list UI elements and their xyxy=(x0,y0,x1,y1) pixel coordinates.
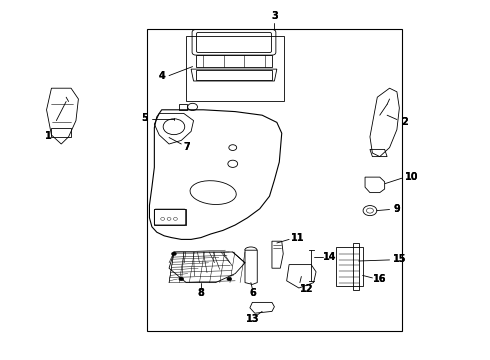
Bar xyxy=(147,29,402,331)
Bar xyxy=(154,209,186,225)
Text: 1: 1 xyxy=(45,131,51,141)
Text: 6: 6 xyxy=(249,288,256,298)
Bar xyxy=(51,128,71,137)
Text: 10: 10 xyxy=(405,172,418,182)
Text: 1: 1 xyxy=(45,131,51,141)
Text: 2: 2 xyxy=(401,117,408,127)
Bar xyxy=(186,36,284,101)
Text: 14: 14 xyxy=(322,252,336,262)
Bar xyxy=(196,55,272,67)
Circle shape xyxy=(172,252,176,256)
Text: 16: 16 xyxy=(373,274,387,284)
Text: 9: 9 xyxy=(393,204,400,214)
Text: 9: 9 xyxy=(393,204,400,214)
Text: 6: 6 xyxy=(249,288,256,298)
Text: 3: 3 xyxy=(271,11,278,21)
Text: 2: 2 xyxy=(401,117,408,127)
Text: 5: 5 xyxy=(141,113,148,123)
Text: 8: 8 xyxy=(197,288,204,298)
Text: 7: 7 xyxy=(184,141,191,152)
Text: 15: 15 xyxy=(392,254,406,264)
Text: 5: 5 xyxy=(141,113,148,123)
Text: 15: 15 xyxy=(392,254,406,264)
Text: 3: 3 xyxy=(271,11,278,21)
Text: 13: 13 xyxy=(245,314,259,324)
Text: 13: 13 xyxy=(245,314,259,324)
Bar xyxy=(336,247,363,286)
Text: 11: 11 xyxy=(291,233,304,243)
Text: 11: 11 xyxy=(291,233,304,243)
Text: 14: 14 xyxy=(322,252,336,262)
Bar xyxy=(179,104,187,110)
Text: 10: 10 xyxy=(405,172,418,182)
Text: 7: 7 xyxy=(184,141,191,152)
Text: 4: 4 xyxy=(158,71,165,81)
Text: 4: 4 xyxy=(158,71,165,81)
Text: 8: 8 xyxy=(197,288,204,298)
Text: 12: 12 xyxy=(299,284,313,294)
Text: 16: 16 xyxy=(373,274,387,284)
Circle shape xyxy=(227,277,232,281)
Circle shape xyxy=(179,277,184,281)
Text: 12: 12 xyxy=(299,284,313,294)
